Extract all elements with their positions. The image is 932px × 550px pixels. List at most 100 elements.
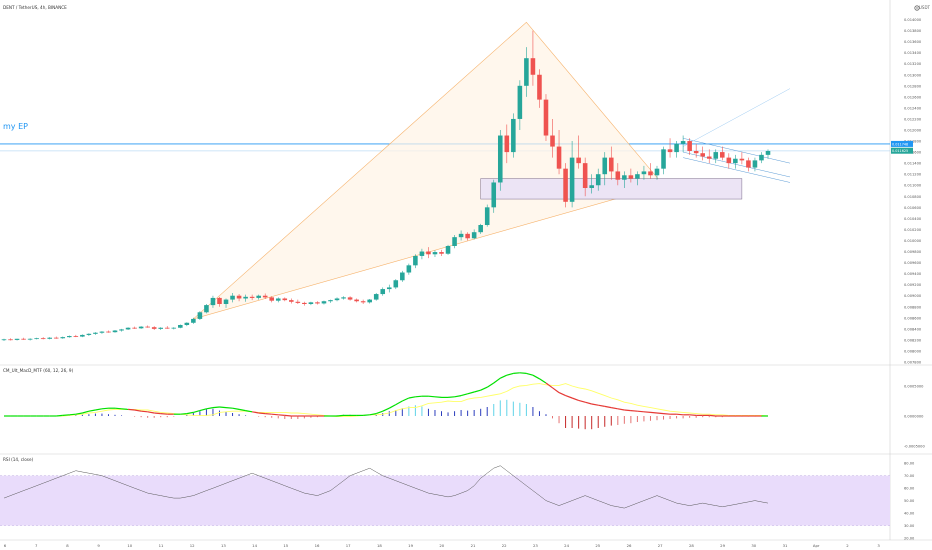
macd-line-segment <box>578 399 586 403</box>
candle-body <box>661 149 666 169</box>
macd-line-segment <box>591 403 599 406</box>
macd-line-segment <box>460 393 468 397</box>
macd-line-segment <box>219 406 227 409</box>
candle-body <box>354 299 359 302</box>
candle-body <box>720 152 725 158</box>
candle-body <box>138 326 144 329</box>
macd-line-segment <box>271 413 279 416</box>
macd-line-segment <box>62 414 70 416</box>
candle-body <box>635 174 640 179</box>
macd-tick-label: 0.0000000 <box>904 415 924 419</box>
last-price-label: 0.011625 <box>892 149 908 153</box>
support-box <box>480 178 743 200</box>
macd-line-segment <box>539 378 547 384</box>
macd-line-segment <box>663 413 671 415</box>
macd-line-segment <box>363 414 370 416</box>
candle-body <box>439 252 444 254</box>
macd-line-segment <box>186 411 194 415</box>
gear-icon-label: USDT <box>919 5 931 10</box>
rsi-tick-label: 40.00 <box>904 512 915 516</box>
price-tick-label: 0.013200 <box>904 62 922 66</box>
candle-body <box>674 143 679 153</box>
candle-body <box>217 297 222 304</box>
macd-line-segment <box>258 412 266 415</box>
price-tick-label: 0.013400 <box>904 51 922 55</box>
macd-line-segment <box>199 408 207 412</box>
candle-body <box>321 301 327 304</box>
macd-line-segment <box>493 377 501 384</box>
candle-body <box>687 141 692 151</box>
candle-body <box>119 329 124 331</box>
candle-body <box>413 255 418 266</box>
gear-icon[interactable] <box>914 5 920 11</box>
macd-line-segment <box>650 411 658 414</box>
price-tick-label: 0.012200 <box>904 117 922 121</box>
time-tick-label: 9 <box>97 543 100 548</box>
candle-body <box>484 207 490 226</box>
candle-body <box>504 135 510 153</box>
macd-line-segment <box>336 414 344 417</box>
macd-line-segment <box>388 404 397 409</box>
candle-body <box>334 298 340 301</box>
axes: 0.014000 0.013800 0.013600 0.013400 0.013200… <box>4 18 926 548</box>
candle-body <box>67 336 72 338</box>
macd-line-segment <box>278 414 285 416</box>
candle-body <box>308 302 314 304</box>
candle-body <box>713 152 719 159</box>
macd-line-segment <box>232 407 240 410</box>
candle-body <box>249 296 255 298</box>
candle-body <box>595 174 601 186</box>
price-tick-label: 0.010800 <box>904 195 922 199</box>
macd-line-segment <box>56 414 63 417</box>
candle-body <box>458 233 464 238</box>
candle-body <box>393 280 399 288</box>
price-tick-label: 0.013000 <box>904 73 922 77</box>
candle-body <box>243 296 248 299</box>
price-tick-label: 0.010000 <box>904 239 922 243</box>
candle-body <box>236 295 242 299</box>
macd-line-segment <box>428 395 436 398</box>
price-tick-label: 0.011000 <box>904 184 922 188</box>
macd-line-segment <box>88 409 96 412</box>
macd-line-segment <box>454 395 462 398</box>
candle-body <box>380 289 386 295</box>
rsi-tick-label: 60.00 <box>904 487 915 491</box>
candle-body <box>517 85 523 119</box>
candle-body <box>543 99 549 136</box>
my-ep-annotation: my EP <box>3 122 28 131</box>
time-tick-label: 2 <box>846 543 849 548</box>
candle-body <box>608 157 614 172</box>
candle-body <box>733 158 738 164</box>
candle-body <box>256 295 261 298</box>
candle-body <box>648 171 653 176</box>
price-tick-label: 0.009000 <box>904 294 922 298</box>
candle-body <box>269 297 275 301</box>
macd-line-segment <box>212 406 220 409</box>
candle-body <box>328 300 333 302</box>
rsi-band-fill <box>0 475 890 526</box>
macd-line-segment <box>598 404 605 407</box>
ep-price-badge <box>891 140 913 147</box>
time-tick-label: 25 <box>595 543 600 548</box>
macd-line-segment <box>513 372 520 374</box>
triangle-pattern <box>193 21 665 320</box>
candle-body <box>191 318 196 323</box>
candle-body <box>400 272 405 281</box>
time-tick-label: 12 <box>190 543 195 548</box>
candle-body <box>556 146 562 169</box>
channel-lower <box>683 157 791 183</box>
macd-line-segment <box>473 389 481 393</box>
time-tick-label: 20 <box>439 543 444 548</box>
macd-line-segment <box>69 413 76 416</box>
macd-line-segment <box>75 412 83 415</box>
candle-body <box>491 182 497 208</box>
time-tick-label: 6 <box>4 543 7 548</box>
candle-body <box>432 252 438 255</box>
candle-body <box>406 265 412 273</box>
price-tick-label: 0.011400 <box>904 162 922 166</box>
macd-line-segment <box>147 411 155 414</box>
time-tick-label: 13 <box>221 543 226 548</box>
candle-body <box>739 158 745 161</box>
candle-body <box>125 327 131 330</box>
chart-drawings <box>0 21 890 320</box>
